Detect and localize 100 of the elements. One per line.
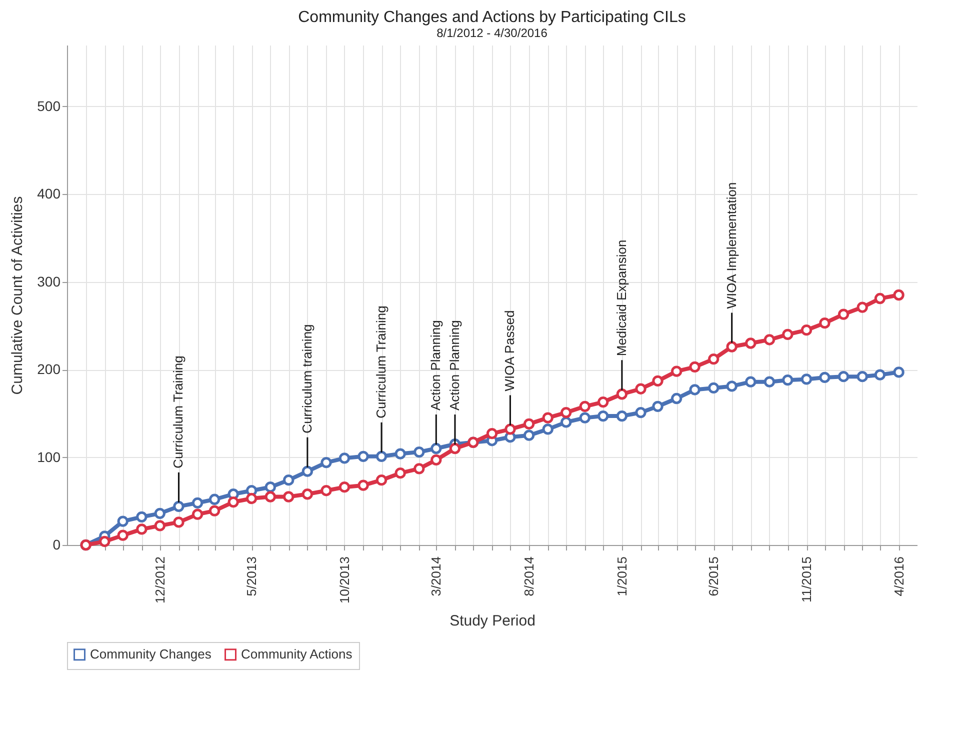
point bbox=[264, 482, 276, 493]
point bbox=[430, 442, 442, 454]
annotation: Medicaid Expansion bbox=[614, 240, 629, 356]
x-tick-label: 3/2014 bbox=[428, 556, 444, 596]
point bbox=[764, 334, 776, 346]
point bbox=[708, 382, 720, 394]
point bbox=[486, 428, 498, 440]
legend-label: Community Changes bbox=[90, 646, 212, 662]
x-tick-label: 5/2013 bbox=[244, 556, 260, 596]
point bbox=[414, 463, 425, 474]
point bbox=[228, 496, 239, 508]
point bbox=[856, 371, 868, 382]
point bbox=[745, 376, 756, 388]
point bbox=[264, 491, 276, 502]
point bbox=[154, 520, 166, 532]
y-tick-label: 200 bbox=[37, 361, 61, 378]
point bbox=[689, 361, 700, 372]
point bbox=[154, 508, 166, 519]
point bbox=[560, 406, 572, 418]
point bbox=[560, 416, 572, 428]
point bbox=[208, 494, 220, 505]
point bbox=[246, 492, 258, 504]
point bbox=[635, 383, 646, 394]
point bbox=[856, 302, 868, 313]
point bbox=[173, 500, 184, 512]
annotation: WIOA Passed bbox=[502, 310, 518, 392]
point bbox=[117, 516, 128, 527]
point bbox=[745, 338, 756, 349]
point bbox=[708, 353, 720, 365]
point bbox=[376, 474, 388, 486]
point bbox=[302, 466, 314, 477]
x-axis-title: Study Period bbox=[450, 612, 536, 630]
point bbox=[338, 452, 350, 464]
chart-title: Community Changes and Actions by Participating CILs bbox=[298, 9, 686, 26]
point bbox=[302, 488, 314, 500]
x-tick-label: 1/2015 bbox=[614, 556, 630, 596]
point bbox=[449, 442, 461, 454]
y-tick-label: 500 bbox=[37, 98, 61, 114]
point bbox=[414, 446, 425, 458]
point bbox=[320, 456, 332, 468]
x-tick-label: 6/2015 bbox=[706, 556, 722, 596]
point bbox=[874, 369, 886, 380]
point bbox=[117, 530, 128, 541]
point bbox=[782, 374, 794, 386]
annotation: Action Planning bbox=[446, 320, 462, 411]
annotation: WIOA Implementation bbox=[724, 182, 739, 309]
point bbox=[726, 380, 738, 392]
point bbox=[689, 384, 700, 396]
point bbox=[652, 375, 664, 387]
point bbox=[579, 400, 590, 412]
point bbox=[394, 448, 406, 460]
point bbox=[598, 396, 609, 408]
point bbox=[598, 410, 609, 422]
point bbox=[893, 366, 904, 378]
point bbox=[376, 450, 388, 462]
chart-subtitle: 8/1/2012 - 4/30/2016 bbox=[436, 26, 548, 40]
point bbox=[616, 388, 628, 400]
y-tick-label: 100 bbox=[37, 448, 61, 465]
point bbox=[394, 468, 406, 479]
y-axis-title: Cumulative Count of Activities bbox=[9, 196, 26, 395]
x-tick-label: 4/2016 bbox=[891, 556, 906, 596]
y-tick-label: 0 bbox=[52, 536, 61, 552]
point bbox=[893, 289, 904, 301]
point bbox=[652, 400, 664, 412]
point bbox=[542, 424, 554, 435]
point bbox=[670, 366, 682, 377]
point bbox=[173, 516, 184, 528]
point bbox=[283, 491, 294, 502]
point bbox=[838, 308, 850, 320]
point bbox=[635, 406, 646, 418]
annotation: Curriculum Training bbox=[170, 356, 186, 468]
point bbox=[800, 374, 812, 385]
point bbox=[874, 292, 886, 304]
point bbox=[800, 324, 812, 336]
point bbox=[136, 524, 148, 535]
point bbox=[192, 497, 204, 508]
point bbox=[338, 482, 350, 493]
point bbox=[136, 511, 148, 522]
point bbox=[358, 450, 369, 462]
x-tick-label: 12/2012 bbox=[152, 556, 168, 604]
point bbox=[616, 410, 628, 422]
annotation: Curriculum Training bbox=[374, 306, 388, 418]
legend-label: Community Actions bbox=[241, 646, 353, 662]
point bbox=[504, 424, 516, 435]
point bbox=[192, 508, 204, 520]
point bbox=[819, 318, 830, 329]
point bbox=[320, 485, 332, 496]
point bbox=[726, 341, 738, 352]
point bbox=[99, 536, 110, 548]
point bbox=[283, 474, 294, 486]
point bbox=[670, 392, 682, 404]
x-tick-label: 11/2015 bbox=[799, 556, 814, 603]
point bbox=[523, 418, 535, 430]
point bbox=[782, 328, 794, 340]
y-tick-label: 400 bbox=[37, 186, 61, 202]
point bbox=[430, 454, 442, 466]
annotation: Action Planning bbox=[428, 320, 444, 411]
x-tick-label: 10/2013 bbox=[336, 556, 352, 604]
y-tick-label: 300 bbox=[37, 273, 61, 290]
point bbox=[358, 480, 369, 491]
